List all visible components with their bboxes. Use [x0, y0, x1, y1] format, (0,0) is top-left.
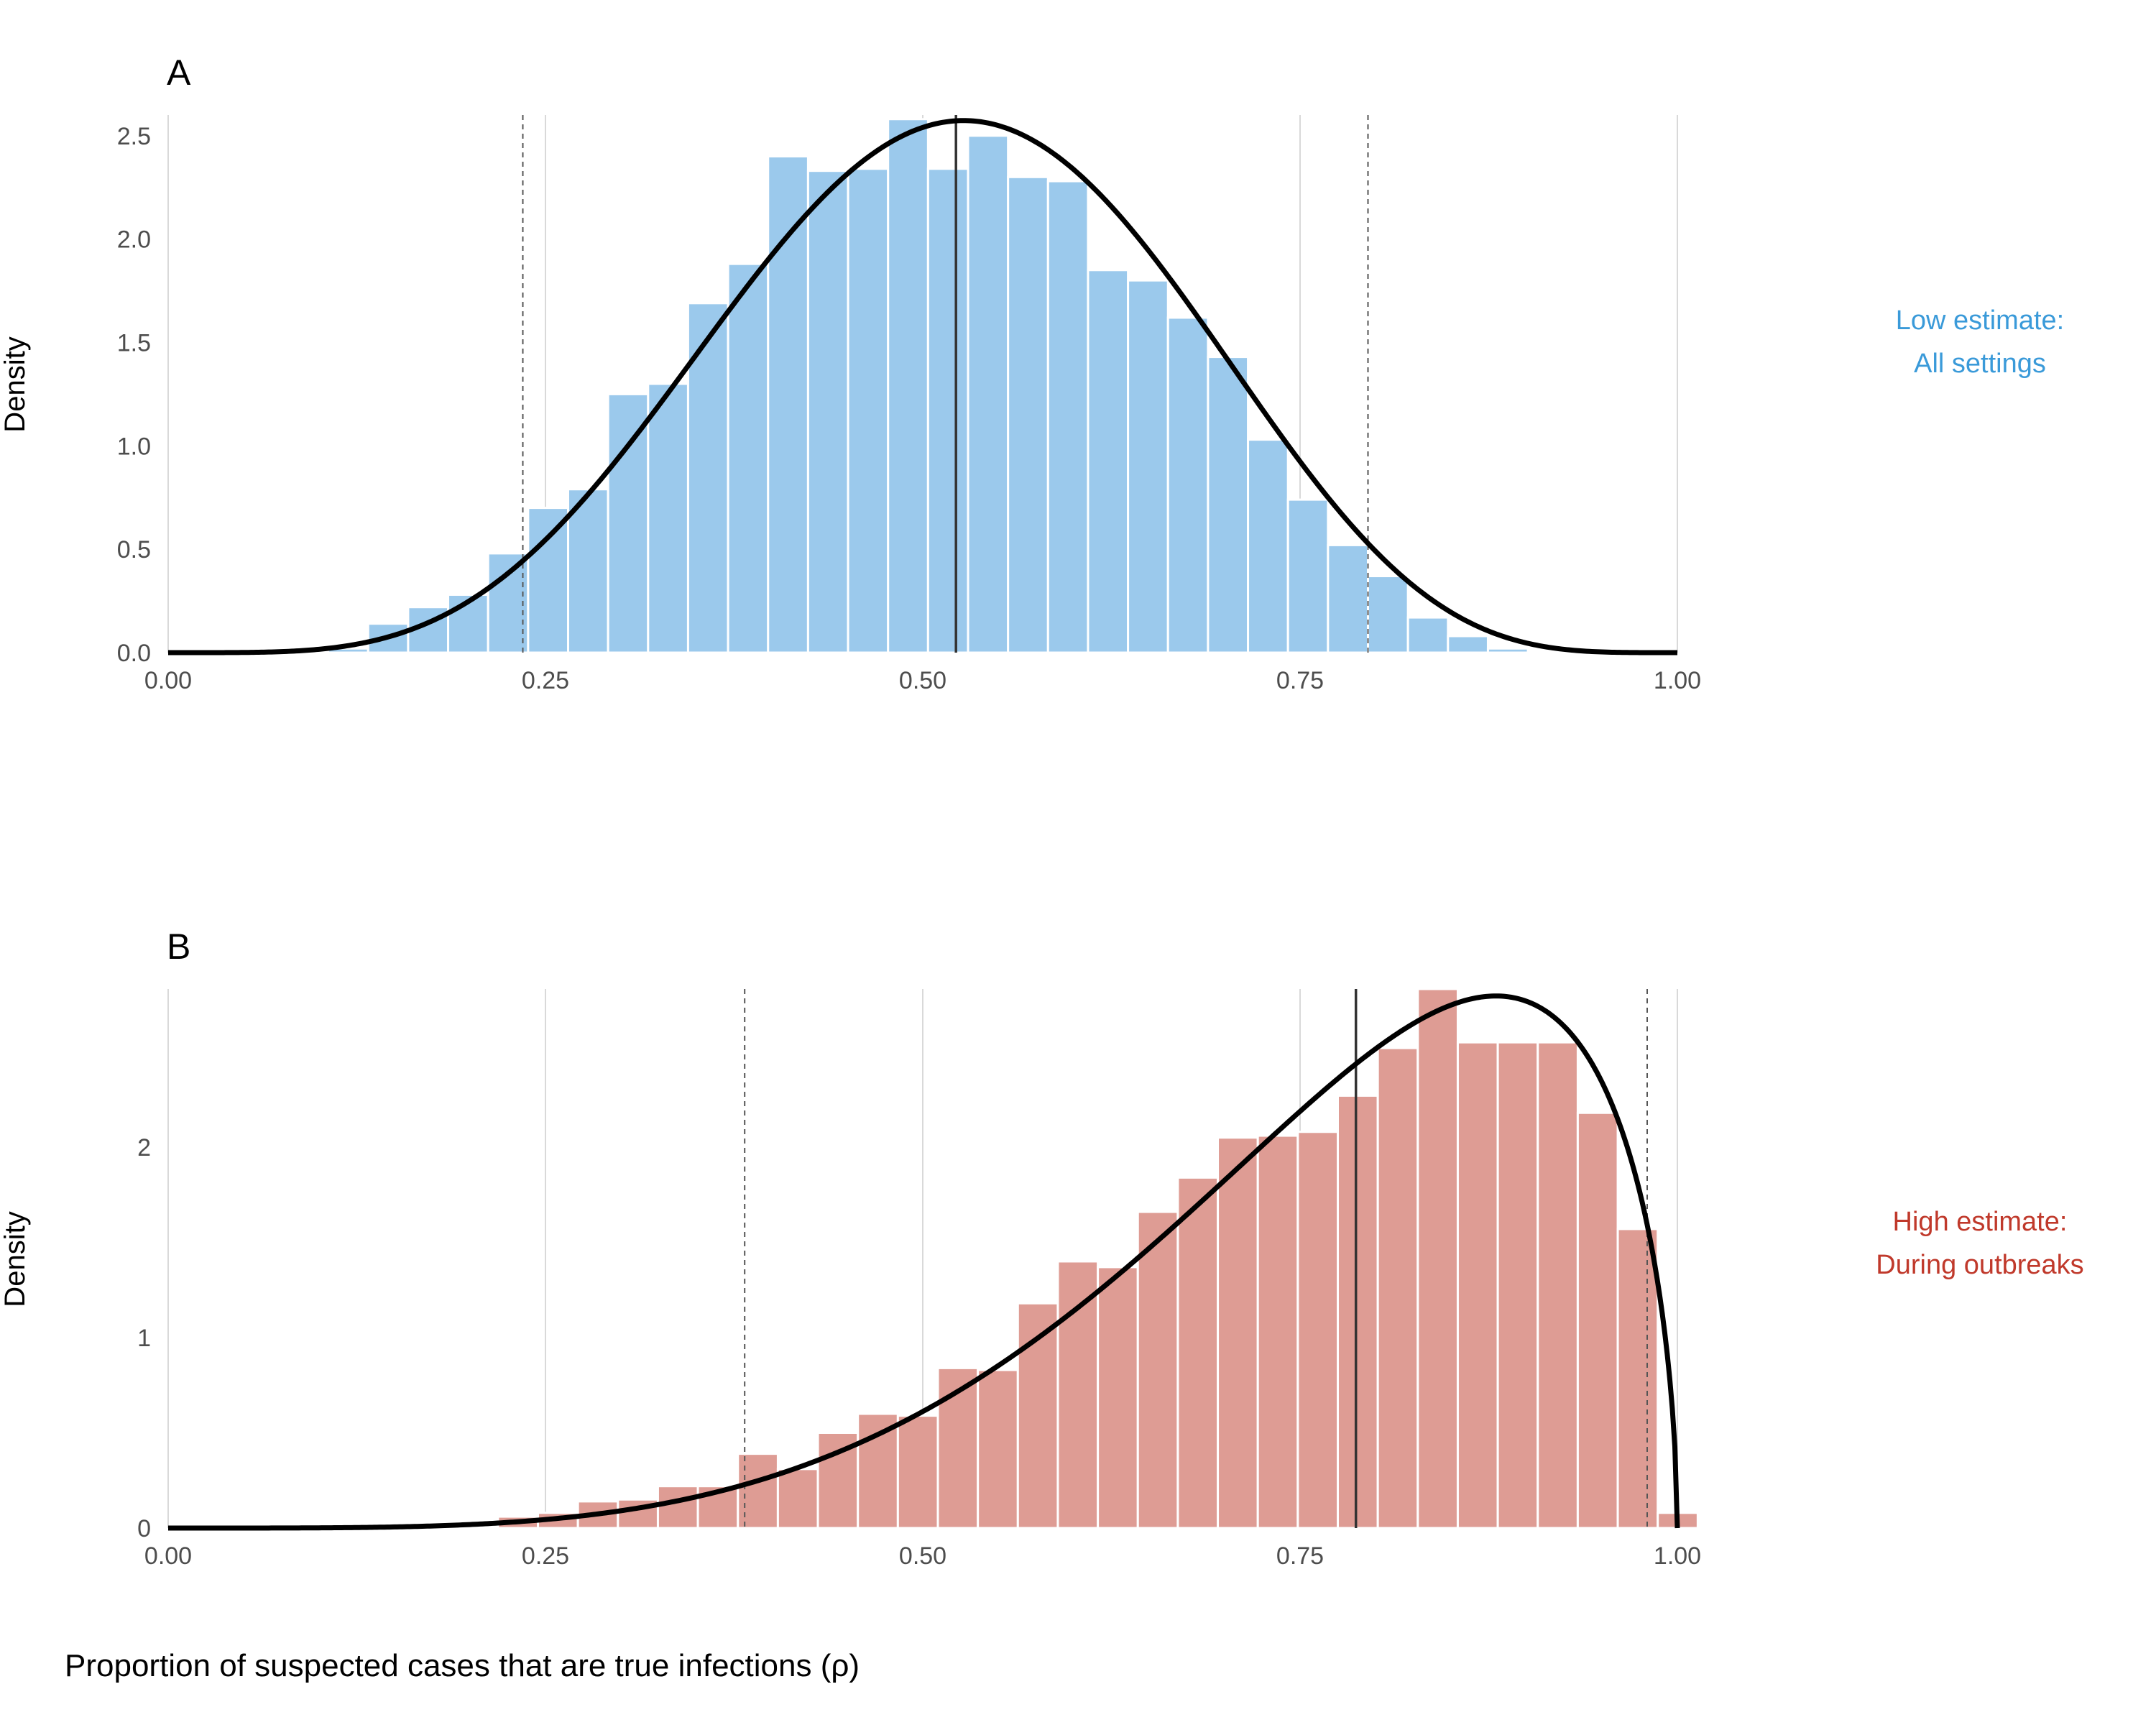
- x-tick-label: 1.00: [1654, 667, 1701, 694]
- histogram-bar: [1136, 1210, 1179, 1530]
- histogram-bar: [1207, 356, 1250, 654]
- histogram-bar: [1286, 498, 1330, 654]
- histogram-bar: [1416, 988, 1459, 1530]
- histogram-bar: [1576, 1111, 1619, 1530]
- histogram-bar: [1537, 1041, 1579, 1530]
- x-tick-label: 0.50: [899, 667, 946, 694]
- annotation-line-1: Low estimate:: [1896, 305, 2064, 336]
- x-tick-label: 0.25: [522, 1542, 569, 1570]
- x-tick-label: 0.25: [522, 667, 569, 694]
- histogram-bar: [1217, 1136, 1259, 1530]
- histogram-bar: [1376, 1046, 1419, 1530]
- histogram-bar: [1456, 1041, 1499, 1530]
- histogram-bar: [1296, 1131, 1339, 1530]
- density-curve: [168, 993, 1680, 1531]
- y-axis-label: Density: [0, 1211, 31, 1307]
- x-axis-label: Proportion of suspected cases that are t…: [65, 1648, 860, 1683]
- histogram-bar: [607, 392, 650, 654]
- histogram-bar: [1247, 438, 1289, 654]
- histogram-bar: [776, 1468, 819, 1530]
- histogram-bar: [1616, 1228, 1659, 1530]
- histogram-bar: [1097, 1266, 1139, 1530]
- histogram-bar: [806, 170, 849, 654]
- x-tick-label: 0.50: [899, 1542, 946, 1570]
- histogram-bar: [1496, 1041, 1539, 1530]
- panel-a: A 0.00 0.25 0.50 0.75 1.00 0.0 0.5 1.0 1.5 2.0 2.…: [0, 52, 2064, 694]
- annotation-line-1: High estimate:: [1893, 1207, 2068, 1237]
- x-axis-ticks: 0.00 0.25 0.50 0.75 1.00: [144, 667, 1701, 694]
- histogram-bar: [727, 262, 770, 654]
- y-tick-label: 0.0: [117, 640, 151, 667]
- y-tick-label: 0: [137, 1515, 151, 1542]
- x-axis-ticks: 0.00 0.25 0.50 0.75 1.00: [144, 1542, 1701, 1570]
- y-tick-label: 2.5: [117, 123, 151, 150]
- y-axis-label: Density: [0, 336, 31, 432]
- histogram-bar: [1367, 575, 1409, 654]
- histogram-bar: [1327, 543, 1369, 654]
- histogram-bar: [767, 155, 809, 654]
- histogram-bar: [737, 1453, 779, 1530]
- histogram-bar: [1447, 635, 1489, 654]
- histogram-bar: [977, 1368, 1019, 1530]
- density-curve: [168, 118, 1677, 656]
- histogram-bar: [1176, 1176, 1220, 1530]
- panel-letter: B: [167, 926, 190, 967]
- panel-letter: A: [167, 52, 191, 93]
- histogram-bars: [497, 988, 1699, 1530]
- histogram-bars: [327, 118, 1529, 654]
- x-tick-label: 0.75: [1276, 667, 1324, 694]
- x-tick-label: 0.00: [144, 1542, 192, 1570]
- histogram-bar: [1007, 175, 1049, 654]
- histogram-bar: [887, 118, 929, 654]
- histogram-bar: [1486, 647, 1529, 654]
- histogram-bar: [857, 1412, 899, 1530]
- histogram-bar: [1087, 269, 1130, 654]
- histogram-bar: [1406, 616, 1450, 654]
- reference-lines: [522, 115, 1369, 653]
- x-tick-label: 0.75: [1276, 1542, 1324, 1570]
- y-tick-label: 1: [137, 1325, 151, 1352]
- y-tick-label: 1.5: [117, 329, 151, 356]
- annotation-line-2: During outbreaks: [1876, 1250, 2083, 1280]
- histogram-bar: [1046, 180, 1089, 654]
- histogram-bar: [1166, 316, 1210, 654]
- histogram-bar: [567, 488, 609, 654]
- histogram-bar: [656, 1485, 699, 1530]
- histogram-bar: [1056, 1260, 1100, 1530]
- histogram-bar: [1127, 279, 1169, 654]
- panel-b: B 0.00 0.25 0.50 0.75 1.00 0 1 2 Density High …: [0, 926, 2084, 1570]
- histogram-bar: [647, 382, 689, 654]
- histogram-bar: [847, 167, 890, 654]
- y-tick-label: 2.0: [117, 226, 151, 254]
- histogram-bar: [967, 134, 1010, 654]
- histogram-bar: [1337, 1094, 1379, 1530]
- x-tick-label: 1.00: [1654, 1542, 1701, 1570]
- y-tick-label: 0.5: [117, 536, 151, 564]
- reference-lines: [744, 989, 1648, 1528]
- histogram-bar: [896, 1414, 939, 1530]
- histogram-bar: [1256, 1134, 1299, 1530]
- y-axis-ticks: 0 1 2: [137, 1134, 151, 1542]
- histogram-bar: [926, 167, 969, 654]
- y-tick-label: 1.0: [117, 433, 151, 460]
- histogram-bar: [527, 507, 569, 654]
- annotation-line-2: All settings: [1914, 349, 2046, 379]
- y-axis-ticks: 0.0 0.5 1.0 1.5 2.0 2.5: [117, 123, 151, 667]
- y-tick-label: 2: [137, 1134, 151, 1162]
- x-tick-label: 0.00: [144, 667, 192, 694]
